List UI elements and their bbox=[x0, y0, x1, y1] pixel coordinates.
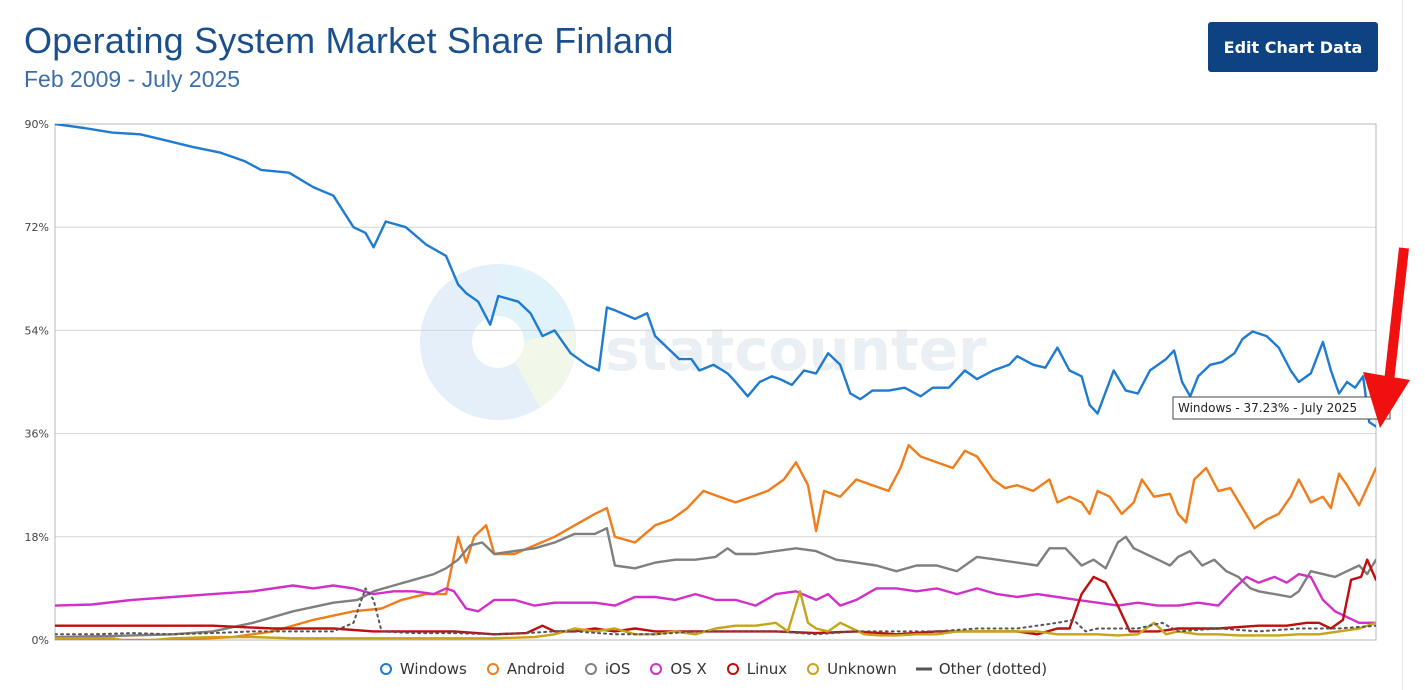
series-line-android bbox=[55, 443, 1376, 640]
legend-circle-icon bbox=[486, 663, 499, 675]
legend-circle-icon bbox=[650, 663, 663, 675]
legend-item-linux[interactable]: Linux bbox=[725, 660, 787, 678]
page-title: Operating System Market Share Finland bbox=[24, 20, 674, 61]
legend-circle-icon bbox=[584, 663, 597, 675]
legend-label: Linux bbox=[746, 660, 788, 678]
legend-item-ios[interactable]: iOS bbox=[583, 660, 631, 678]
legend-label: Android bbox=[506, 660, 565, 678]
legend-label: iOS bbox=[604, 660, 631, 678]
series-line-windows bbox=[55, 124, 1376, 428]
y-tick-label: 18% bbox=[25, 531, 49, 544]
edit-chart-data-button[interactable]: Edit Chart Data bbox=[1208, 22, 1378, 72]
y-tick-label: 72% bbox=[25, 221, 49, 234]
series-group bbox=[55, 124, 1376, 640]
legend-item-unknown[interactable]: Unknown bbox=[805, 660, 897, 678]
y-tick-label: 54% bbox=[25, 324, 49, 337]
y-axis: 0% 18% 36% 54% 72% 90% bbox=[25, 118, 49, 647]
legend-circle-icon bbox=[726, 663, 739, 675]
legend-label: OS X bbox=[670, 660, 707, 678]
series-line-other-dotted bbox=[55, 587, 1376, 636]
legend-line-icon bbox=[915, 667, 932, 671]
legend: Windows Android iOS OS X Linux Unknown Other (… bbox=[0, 660, 1425, 679]
watermark-segment-right bbox=[514, 330, 576, 408]
legend-item-other-dotted[interactable]: Other (dotted) bbox=[915, 660, 1047, 678]
series-line-os-x bbox=[55, 572, 1376, 624]
watermark-segment-top bbox=[498, 264, 574, 342]
tooltip-text: Windows - 37.23% - July 2025 bbox=[1178, 401, 1357, 415]
series-line-ios bbox=[55, 527, 1376, 639]
right-divider bbox=[1402, 0, 1403, 690]
arrow-head bbox=[1363, 372, 1410, 428]
series-line-unknown bbox=[55, 590, 1376, 640]
statcounter-watermark: statcounter bbox=[420, 264, 987, 420]
legend-label: Unknown bbox=[827, 660, 897, 678]
red-arrow-annotation bbox=[1363, 247, 1410, 428]
legend-circle-icon bbox=[807, 663, 820, 675]
arrow-shaft bbox=[1384, 247, 1409, 383]
legend-item-windows[interactable]: Windows bbox=[378, 660, 467, 678]
legend-label: Windows bbox=[399, 660, 467, 678]
y-tick-label: 0% bbox=[32, 634, 49, 647]
page-subtitle: Feb 2009 - July 2025 bbox=[24, 66, 241, 92]
y-tick-label: 36% bbox=[25, 428, 49, 441]
legend-item-android[interactable]: Android bbox=[485, 660, 565, 678]
legend-label: Other (dotted) bbox=[938, 660, 1048, 678]
y-tick-label: 90% bbox=[25, 118, 49, 131]
tooltip: Windows - 37.23% - July 2025 bbox=[1172, 396, 1391, 420]
legend-circle-icon bbox=[379, 663, 392, 675]
legend-item-os-x[interactable]: OS X bbox=[648, 660, 707, 678]
watermark-text: statcounter bbox=[605, 316, 987, 384]
watermark-hole bbox=[472, 316, 524, 368]
